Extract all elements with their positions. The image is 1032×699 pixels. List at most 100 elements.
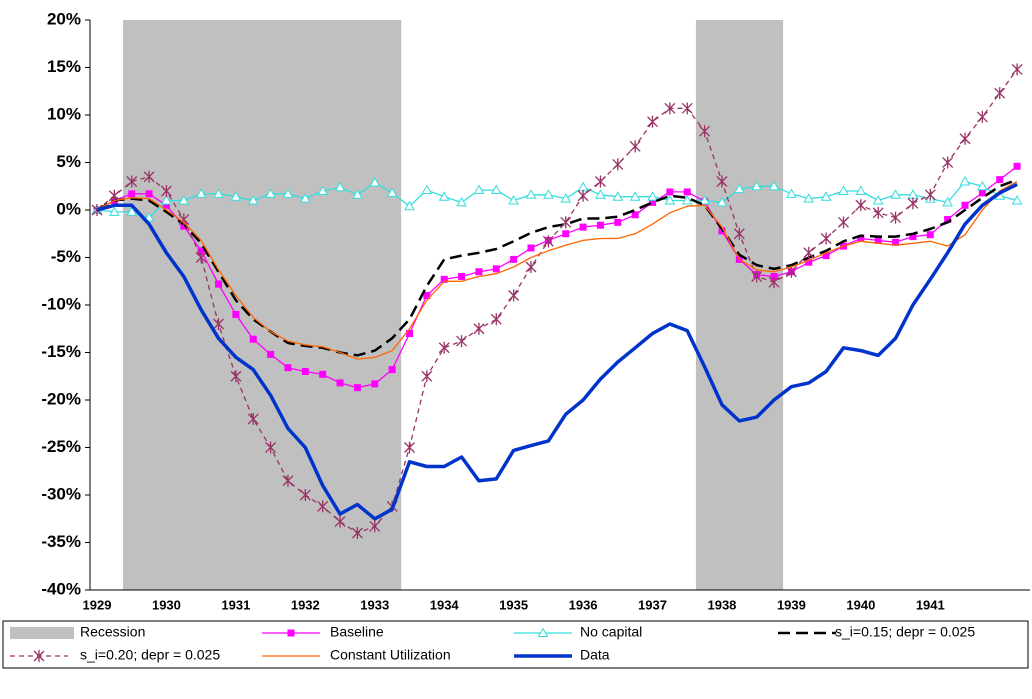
series-marker xyxy=(247,413,259,425)
series-marker xyxy=(388,366,396,374)
series-marker xyxy=(890,189,901,199)
recession-bar xyxy=(383,20,402,590)
series-marker xyxy=(128,190,136,198)
series-marker xyxy=(126,175,138,188)
series-marker xyxy=(1013,162,1021,170)
series-marker xyxy=(996,176,1004,184)
series-marker xyxy=(838,216,849,229)
series-line xyxy=(96,182,1018,521)
legend-label: No capital xyxy=(580,624,642,640)
series-marker xyxy=(371,380,379,388)
series-marker xyxy=(978,189,986,197)
recession-bar xyxy=(695,20,714,590)
series-marker xyxy=(215,280,223,288)
series-marker xyxy=(178,213,190,226)
series-marker xyxy=(560,193,572,203)
y-tick-label: -35% xyxy=(41,532,81,551)
series-marker xyxy=(542,235,554,248)
legend-label: s_i=0.20; depr = 0.025 xyxy=(80,647,220,663)
series-marker xyxy=(456,335,468,348)
series-marker xyxy=(508,194,519,205)
recession-bar xyxy=(748,20,766,590)
series-marker xyxy=(440,275,448,283)
series-marker xyxy=(959,132,971,145)
series-marker xyxy=(334,515,346,528)
series-marker xyxy=(421,370,433,383)
series-marker xyxy=(855,199,867,212)
series-marker xyxy=(180,222,188,230)
series-marker xyxy=(579,223,587,231)
series-marker xyxy=(977,180,988,191)
series-marker xyxy=(336,379,344,387)
series-marker xyxy=(596,221,604,229)
series-line xyxy=(96,180,1018,360)
series-marker xyxy=(820,232,832,245)
series-marker xyxy=(161,194,172,205)
series-marker xyxy=(195,251,207,264)
series-marker xyxy=(351,527,363,539)
series-marker xyxy=(959,175,971,186)
series-marker xyxy=(108,189,120,202)
recession-bar xyxy=(123,20,141,590)
series-marker xyxy=(162,201,170,209)
series-marker xyxy=(994,87,1006,100)
series-marker xyxy=(423,292,431,299)
series-marker xyxy=(699,194,710,205)
series-marker xyxy=(543,189,554,199)
series-marker xyxy=(458,273,466,280)
series-marker xyxy=(317,185,329,195)
y-tick-label: -25% xyxy=(41,437,81,456)
series-marker xyxy=(664,102,676,115)
series-marker xyxy=(614,218,622,226)
series-marker xyxy=(230,370,242,383)
series-marker xyxy=(629,140,641,153)
series-marker xyxy=(857,235,865,242)
y-tick-label: -20% xyxy=(41,389,81,408)
legend-label: s_i=0.15; depr = 0.025 xyxy=(835,624,975,640)
series-marker xyxy=(961,201,969,209)
series-marker xyxy=(490,184,502,195)
series-marker xyxy=(838,185,849,195)
recession-bar xyxy=(157,20,176,590)
series-marker xyxy=(145,190,153,198)
series-marker xyxy=(353,384,361,392)
series-marker xyxy=(942,156,954,169)
x-tick-label: 1935 xyxy=(499,597,528,612)
series-marker xyxy=(143,212,155,222)
x-tick-label: 1932 xyxy=(291,597,320,612)
y-tick-label: 0% xyxy=(56,199,81,218)
series-marker xyxy=(525,261,537,273)
recession-bar xyxy=(765,20,784,590)
series-marker xyxy=(820,191,832,201)
x-tick-label: 1938 xyxy=(707,597,736,612)
y-tick-label: 5% xyxy=(56,152,81,171)
series-marker xyxy=(369,176,381,187)
series-marker xyxy=(510,255,518,263)
y-tick-label: -10% xyxy=(41,294,81,313)
series-marker xyxy=(577,189,589,202)
recession-bar xyxy=(244,20,263,590)
series-marker xyxy=(109,206,120,216)
series-marker xyxy=(404,441,415,454)
series-marker xyxy=(386,187,398,197)
series-marker xyxy=(768,180,780,191)
legend-marker xyxy=(33,650,45,662)
series-marker xyxy=(577,181,589,192)
series-marker xyxy=(924,188,936,201)
series-marker xyxy=(664,194,676,205)
series-marker xyxy=(560,216,572,229)
series-marker xyxy=(562,230,570,238)
y-tick-label: -30% xyxy=(41,484,81,503)
series-marker xyxy=(265,441,277,454)
series-marker xyxy=(926,231,934,239)
series-marker xyxy=(733,183,745,194)
x-tick-label: 1934 xyxy=(430,597,460,612)
series-marker xyxy=(352,189,363,199)
x-tick-label: 1936 xyxy=(569,597,598,612)
series-marker xyxy=(872,194,884,205)
series-marker xyxy=(612,191,624,201)
series-marker xyxy=(751,180,763,191)
legend-marker xyxy=(537,627,549,637)
series-marker xyxy=(473,322,485,335)
series-marker xyxy=(768,276,780,289)
